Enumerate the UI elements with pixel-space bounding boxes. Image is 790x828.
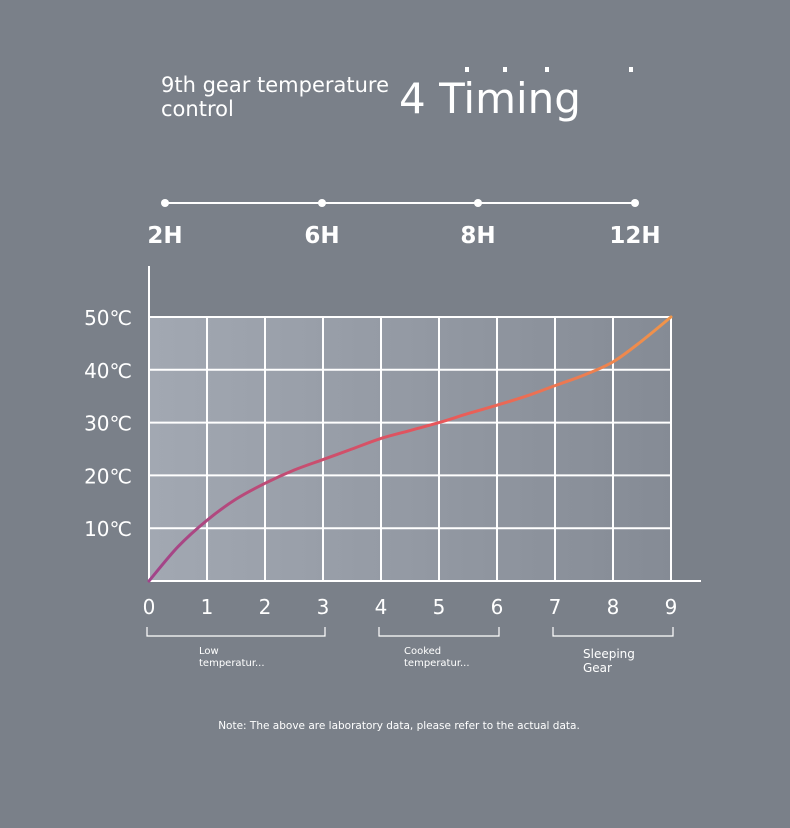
timer-option-2h: 2H bbox=[147, 223, 182, 249]
y-tick-label: 40℃ bbox=[84, 359, 132, 383]
timer-option-8h: 8H bbox=[460, 223, 495, 249]
footnote: Note: The above are laboratory data, ple… bbox=[218, 720, 580, 732]
x-tick-labels: 0 1 2 3 4 5 6 7 8 9 bbox=[143, 595, 678, 619]
timer-option-12h: 12H bbox=[609, 223, 660, 249]
subtitle: 9th gear temperature control bbox=[161, 73, 390, 121]
x-tick-label: 6 bbox=[491, 595, 504, 619]
timer-dot bbox=[631, 199, 639, 207]
y-tick-labels: 10℃ 20℃ 30℃ 40℃ 50℃ bbox=[84, 306, 132, 541]
gear-range-label: Cooked temperatur... bbox=[404, 646, 470, 669]
page-title: 4 Timing bbox=[399, 74, 581, 123]
clipped-heading-fragment bbox=[463, 64, 638, 72]
gear-range-label: Sleeping Gear bbox=[583, 647, 635, 675]
x-tick-label: 4 bbox=[375, 595, 388, 619]
y-tick-label: 20℃ bbox=[84, 464, 132, 488]
temperature-curve bbox=[147, 315, 673, 583]
x-tick-label: 7 bbox=[549, 595, 562, 619]
gear-range-label: Low temperatur... bbox=[199, 646, 265, 669]
x-tick-label: 5 bbox=[433, 595, 446, 619]
gear-range-bracket bbox=[378, 627, 500, 637]
x-tick-label: 9 bbox=[665, 595, 678, 619]
gear-range-bracket bbox=[146, 627, 326, 637]
y-tick-label: 30℃ bbox=[84, 412, 132, 436]
timer-timeline: 2H 6H 8H 12H bbox=[147, 199, 661, 249]
gear-range-bracket bbox=[552, 627, 674, 637]
x-tick-label: 3 bbox=[317, 595, 330, 619]
x-tick-label: 1 bbox=[201, 595, 214, 619]
x-tick-label: 2 bbox=[259, 595, 272, 619]
y-tick-label: 10℃ bbox=[84, 517, 132, 541]
timer-dot bbox=[318, 199, 326, 207]
plot-area bbox=[149, 317, 671, 581]
timer-option-6h: 6H bbox=[304, 223, 339, 249]
gear-range-brackets bbox=[146, 627, 674, 637]
grid bbox=[149, 316, 672, 581]
timer-dot bbox=[161, 199, 169, 207]
x-tick-label: 8 bbox=[607, 595, 620, 619]
x-tick-label: 0 bbox=[143, 595, 156, 619]
timer-dot bbox=[474, 199, 482, 207]
y-tick-label: 50℃ bbox=[84, 306, 132, 330]
